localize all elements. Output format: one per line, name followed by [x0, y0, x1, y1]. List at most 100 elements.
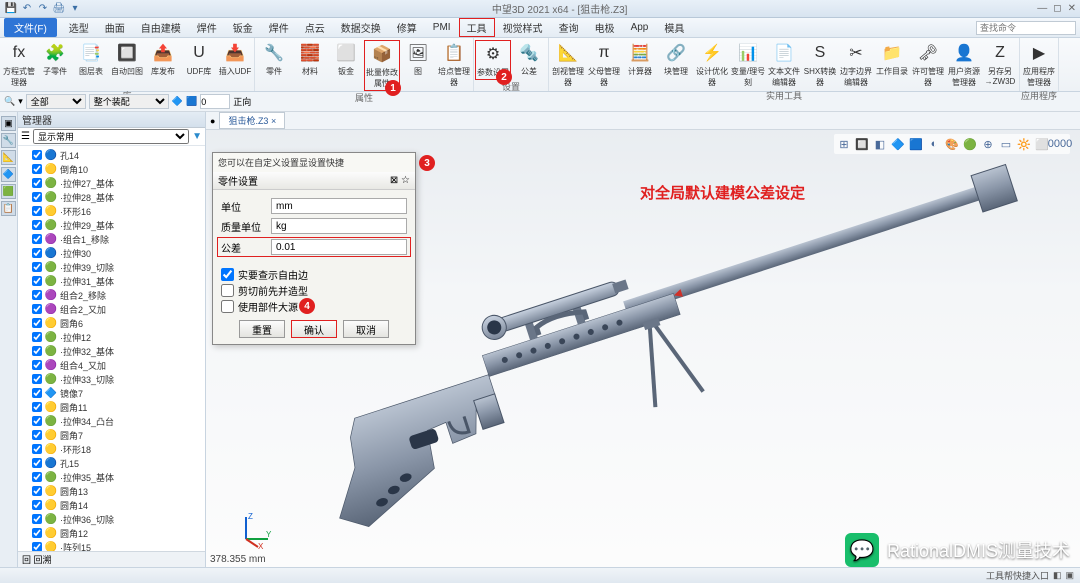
menu-tab-10[interactable]: 工具: [459, 18, 495, 37]
tree-node[interactable]: 🟡圆角12: [18, 526, 205, 540]
ribbon-button[interactable]: ⚡设计优化器: [694, 40, 730, 89]
tree-node[interactable]: 🟡·环形18: [18, 442, 205, 456]
vtab-close-icon[interactable]: ×: [271, 116, 276, 126]
vt-icon[interactable]: 0000: [1052, 136, 1068, 152]
tolerance-input[interactable]: 0.01: [271, 239, 407, 255]
lb-icon[interactable]: 📋: [1, 201, 16, 216]
ribbon-button[interactable]: 🧮计算器: [622, 40, 658, 89]
mode-select[interactable]: 整个装配: [89, 94, 169, 109]
tree-node[interactable]: 🔵·拉伸30: [18, 246, 205, 260]
vt-icon[interactable]: 🔷: [890, 136, 906, 152]
vt-icon[interactable]: 🟢: [962, 136, 978, 152]
ribbon-button[interactable]: 📤库发布: [145, 40, 181, 89]
tree-node[interactable]: 🟡·阵列15: [18, 540, 205, 551]
status-icon[interactable]: ▣: [1065, 570, 1074, 581]
ribbon-button[interactable]: 👤用户资源管理器: [946, 40, 982, 89]
tb-icon[interactable]: 🟦: [186, 96, 197, 107]
tree-node[interactable]: 🟢·拉伸35_基体: [18, 470, 205, 484]
status-hint[interactable]: 工具帮快捷入口: [986, 569, 1049, 582]
vt-icon[interactable]: 🔆: [1016, 136, 1032, 152]
ribbon-button[interactable]: 🧩子零件: [37, 40, 73, 89]
cancel-button[interactable]: 取消: [343, 320, 389, 338]
ok-button[interactable]: 确认: [291, 320, 337, 338]
tree-node[interactable]: 🟡倒角10: [18, 162, 205, 176]
lb-icon[interactable]: ▣: [1, 116, 16, 131]
vt-icon[interactable]: ◐: [926, 136, 942, 152]
ribbon-button[interactable]: SSHX转换器: [802, 40, 838, 89]
tree-node[interactable]: 🟢·拉伸32_基体: [18, 344, 205, 358]
funnel-icon[interactable]: ▼: [192, 131, 202, 142]
filter-select[interactable]: 显示常用: [33, 129, 189, 144]
menu-tab-9[interactable]: PMI: [425, 20, 459, 35]
tree-node[interactable]: 🟡圆角13: [18, 484, 205, 498]
ribbon-button[interactable]: 🖼图: [400, 40, 436, 91]
ribbon-button[interactable]: 🔗块管理: [658, 40, 694, 89]
menu-tab-12[interactable]: 查询: [551, 18, 587, 37]
filter-icon[interactable]: ☰: [21, 131, 30, 142]
menu-tab-4[interactable]: 钣金: [225, 18, 261, 37]
ribbon-button[interactable]: ⬜钣金: [328, 40, 364, 91]
menu-tab-6[interactable]: 点云: [297, 18, 333, 37]
viewport[interactable]: ● 狙击枪.Z3 × ⊞🔲◧🔷🟦◐🎨🟢⊕▭🔆⬜0000 您可以在自定义设置显设置…: [206, 112, 1080, 567]
vt-icon[interactable]: ⊞: [836, 136, 852, 152]
ribbon-button[interactable]: 📊变量/理号刻: [730, 40, 766, 89]
ribbon-button[interactable]: ✂边字边界编辑器: [838, 40, 874, 89]
tree-node[interactable]: 🟢·拉伸28_基体: [18, 190, 205, 204]
ribbon-button[interactable]: 🗝许可管理器: [910, 40, 946, 89]
qat-redo-icon[interactable]: ↷: [36, 2, 50, 16]
menu-tab-0[interactable]: 选型: [61, 18, 97, 37]
vt-icon[interactable]: ◧: [872, 136, 888, 152]
vt-icon[interactable]: ▭: [998, 136, 1014, 152]
chk-trim-first[interactable]: 剪切前先并造型: [221, 282, 407, 298]
lb-icon[interactable]: 🟩: [1, 184, 16, 199]
ribbon-button[interactable]: ▶应用程序管理器: [1021, 40, 1057, 89]
tree-node[interactable]: 🟡圆角7: [18, 428, 205, 442]
tree-node[interactable]: 🟢·拉伸33_切除: [18, 372, 205, 386]
tree-node[interactable]: 🔵孔14: [18, 148, 205, 162]
tree-node[interactable]: 🟣·组合1_移除: [18, 232, 205, 246]
tree-footer[interactable]: 回 回溯: [18, 551, 205, 567]
vt-icon[interactable]: ⊕: [980, 136, 996, 152]
ribbon-button[interactable]: 📑图层表: [73, 40, 109, 89]
vt-icon[interactable]: 🎨: [944, 136, 960, 152]
tree-node[interactable]: 🟢·拉伸31_基体: [18, 274, 205, 288]
ribbon-button[interactable]: 📁工作目录: [874, 40, 910, 89]
tree-node[interactable]: 🔷镜像7: [18, 386, 205, 400]
lb-icon[interactable]: 🔷: [1, 167, 16, 182]
tree-node[interactable]: 🟢·拉伸39_切除: [18, 260, 205, 274]
ribbon-button[interactable]: Z另存另→ZW3D: [982, 40, 1018, 89]
viewport-tab[interactable]: 狙击枪.Z3 ×: [219, 112, 285, 129]
tree-node[interactable]: 🔵孔15: [18, 456, 205, 470]
minimize-icon[interactable]: —: [1037, 3, 1047, 14]
tree-node[interactable]: 🟣组合4_又加: [18, 358, 205, 372]
maximize-icon[interactable]: ◻: [1053, 3, 1061, 14]
ribbon-button[interactable]: 📥插入UDF: [217, 40, 253, 89]
dialog-title-bar[interactable]: 零件设置 ⊠ ☆: [213, 172, 415, 190]
view-triad[interactable]: Z Y X: [236, 509, 276, 549]
ribbon-button[interactable]: UUDF库: [181, 40, 217, 89]
ribbon-button[interactable]: 🔧零件: [256, 40, 292, 91]
ribbon-button[interactable]: fx方程式管理器: [1, 40, 37, 89]
menu-tab-13[interactable]: 电极: [587, 18, 623, 37]
dialog-title-icons[interactable]: ⊠ ☆: [390, 175, 410, 186]
ribbon-button[interactable]: 🧱材料: [292, 40, 328, 91]
tree-node[interactable]: 🟢·拉伸36_切除: [18, 512, 205, 526]
tb-icon[interactable]: ▾: [18, 96, 23, 107]
tb-icon[interactable]: 🔷: [172, 96, 183, 107]
ribbon-button[interactable]: 🔩公差: [511, 40, 547, 80]
lb-icon[interactable]: 🔧: [1, 133, 16, 148]
menu-tab-1[interactable]: 曲面: [97, 18, 133, 37]
menu-tab-15[interactable]: 模具: [656, 18, 692, 37]
angle-input[interactable]: [200, 94, 230, 109]
tree-node[interactable]: 🟣组合2_移除: [18, 288, 205, 302]
scope-select[interactable]: 全部: [26, 94, 86, 109]
tree-node[interactable]: 🟣组合2_又加: [18, 302, 205, 316]
qat-save-icon[interactable]: 💾: [4, 2, 18, 16]
tree-node[interactable]: 🟢·拉伸12: [18, 330, 205, 344]
chk-free-edges[interactable]: 实要查示自由边: [221, 266, 407, 282]
ribbon-button[interactable]: 📋培点管理器: [436, 40, 472, 91]
status-icon[interactable]: ◧: [1053, 570, 1062, 581]
tree-node[interactable]: 🟡圆角11: [18, 400, 205, 414]
lb-icon[interactable]: 📐: [1, 150, 16, 165]
ribbon-button[interactable]: 🔲自动凹图: [109, 40, 145, 89]
